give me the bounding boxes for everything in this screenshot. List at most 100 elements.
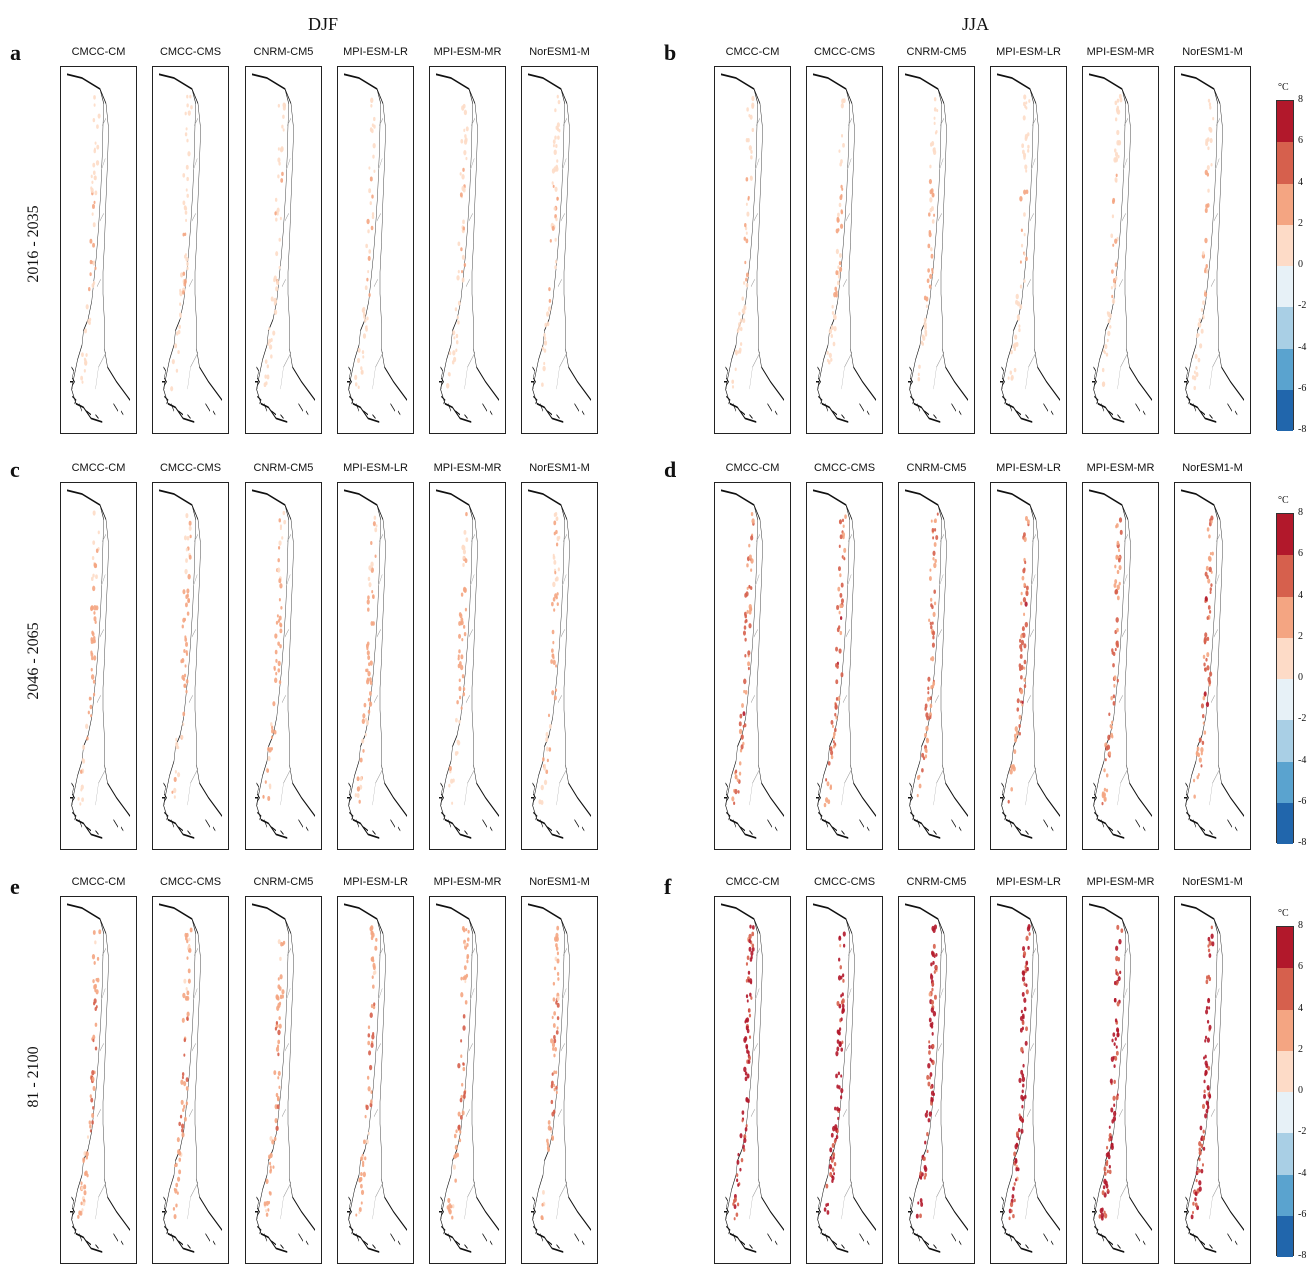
station-dot xyxy=(93,147,96,152)
station-dot xyxy=(375,524,378,528)
station-dot xyxy=(1023,582,1026,587)
station-dot xyxy=(1203,1056,1206,1060)
station-dot xyxy=(933,213,936,217)
station-dot xyxy=(1024,133,1029,140)
station-dot xyxy=(461,674,465,679)
internal-line xyxy=(464,947,476,1220)
station-dot xyxy=(745,591,749,597)
station-dot xyxy=(186,193,189,198)
station-dot xyxy=(274,197,278,202)
station-dot xyxy=(742,310,746,315)
colorbar-unit: °C xyxy=(1278,82,1289,93)
station-dot xyxy=(552,997,556,1002)
islands xyxy=(531,1196,585,1250)
station-dot xyxy=(928,1040,931,1044)
station-dot xyxy=(448,765,452,772)
station-dot xyxy=(1010,787,1014,792)
station-dot xyxy=(181,1075,184,1080)
station-dot xyxy=(185,1101,189,1106)
station-dot xyxy=(929,1076,932,1080)
station-dot xyxy=(1208,566,1212,573)
station-dot xyxy=(1203,1079,1206,1084)
station-dot xyxy=(1193,794,1196,799)
station-dot xyxy=(556,122,560,128)
station-dot xyxy=(823,802,827,808)
station-dot xyxy=(458,1138,462,1143)
station-dot xyxy=(1024,1094,1027,1099)
station-dot xyxy=(1204,269,1207,274)
station-dot xyxy=(368,701,373,707)
station-dot xyxy=(927,268,930,273)
station-dot xyxy=(269,1169,272,1174)
station-dot xyxy=(89,238,93,244)
station-dot xyxy=(838,1041,842,1047)
station-dot xyxy=(373,1002,376,1007)
colorbar-tick-label: 4 xyxy=(1298,176,1303,188)
station-dot xyxy=(366,277,369,282)
border-line xyxy=(1029,918,1061,1231)
model-title: MPI-ESM-MR xyxy=(1086,46,1155,58)
station-dot xyxy=(840,1087,844,1094)
station-dot xyxy=(920,1202,924,1207)
map-panel-d-cmcc-cm xyxy=(714,482,791,850)
station-dot xyxy=(551,1111,555,1117)
station-dot xyxy=(367,670,371,677)
station-dot xyxy=(553,1053,556,1058)
station-dot xyxy=(371,123,374,127)
station-dot xyxy=(369,680,373,685)
station-dot xyxy=(915,1213,919,1219)
station-dot xyxy=(929,273,933,279)
station-dot xyxy=(80,375,84,381)
map-panel-d-cnrm-cm5 xyxy=(898,482,975,850)
station-dot xyxy=(90,174,93,179)
station-dot xyxy=(183,649,186,653)
station-dot xyxy=(265,1178,269,1185)
colorbar-tick-label: -8 xyxy=(1298,424,1307,435)
station-dot xyxy=(545,746,549,752)
station-dot xyxy=(554,1046,557,1052)
station-dot xyxy=(1206,1037,1210,1043)
border-line xyxy=(560,88,592,401)
station-dot xyxy=(1111,294,1114,299)
map-svg xyxy=(343,489,408,839)
station-dot xyxy=(1022,149,1025,155)
station-dot xyxy=(741,703,744,708)
station-dot xyxy=(1105,1161,1109,1167)
station-dot xyxy=(1208,1006,1211,1010)
station-dot xyxy=(360,369,364,375)
station-dot xyxy=(465,537,469,543)
station-dot xyxy=(1013,1198,1016,1203)
station-dot xyxy=(461,277,465,283)
station-dot xyxy=(181,674,185,680)
station-dot xyxy=(1116,972,1119,977)
model-title: MPI-ESM-MR xyxy=(433,876,502,888)
station-dot xyxy=(88,1120,92,1125)
station-dot xyxy=(1018,324,1021,328)
station-dot xyxy=(751,925,755,930)
station-dot xyxy=(369,1064,373,1071)
station-dot xyxy=(556,592,559,596)
station-dot xyxy=(266,374,270,380)
station-dot xyxy=(1114,1037,1117,1041)
station-dot xyxy=(188,554,192,560)
station-dot xyxy=(1204,667,1207,672)
station-dot xyxy=(739,342,743,347)
station-dot xyxy=(831,304,834,309)
model-title: CMCC-CMS xyxy=(813,876,876,888)
station-dot xyxy=(272,1165,275,1169)
station-dot xyxy=(558,535,561,540)
internal-line xyxy=(933,117,945,390)
station-dot xyxy=(1023,666,1026,670)
station-dot xyxy=(1118,93,1122,99)
model-title: CMCC-CM xyxy=(71,462,126,474)
station-dot xyxy=(1021,700,1024,704)
period-label-2: 2046 - 2065 xyxy=(25,622,42,700)
station-dot xyxy=(368,188,372,194)
station-dot xyxy=(275,620,279,625)
station-dot xyxy=(371,975,374,979)
station-dot xyxy=(737,350,740,354)
station-dot xyxy=(185,513,189,519)
station-dot xyxy=(1202,1135,1206,1141)
station-dot xyxy=(1110,285,1113,290)
station-dot xyxy=(551,1042,556,1048)
